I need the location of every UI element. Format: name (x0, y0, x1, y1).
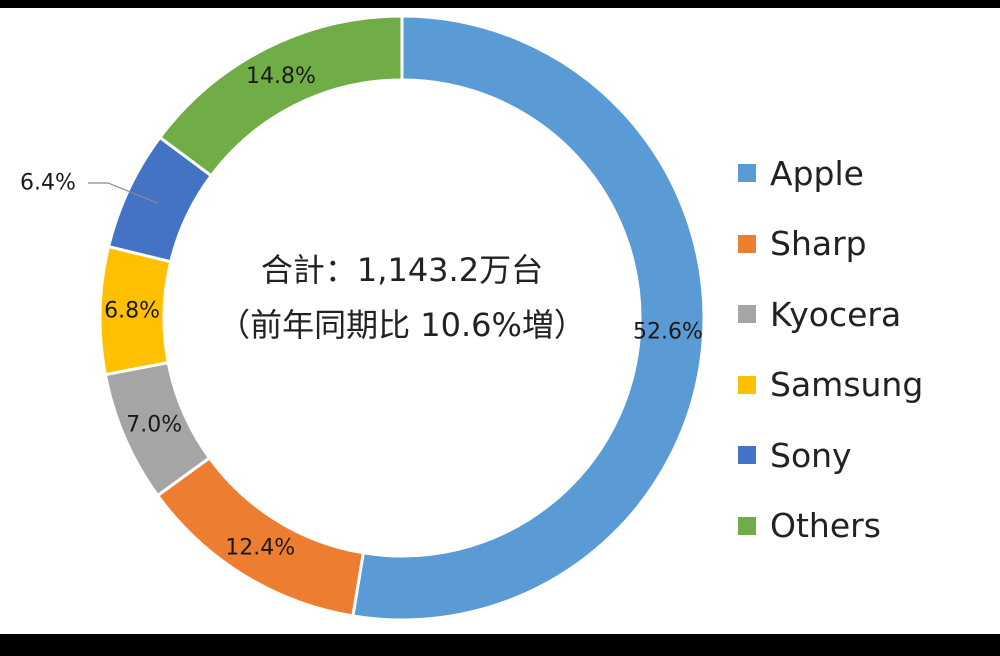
donut-slices (98, 14, 706, 622)
legend-swatch-kyocera (738, 305, 756, 324)
legend-label-samsung: Samsung (770, 365, 924, 405)
legend-label-sony: Sony (770, 435, 852, 475)
legend-item-samsung: Samsung (738, 350, 988, 421)
legend-label-kyocera: Kyocera (770, 294, 902, 334)
legend-swatch-others (738, 516, 756, 535)
slice-others (157, 14, 404, 178)
data-label-sharp: 12.4% (225, 535, 295, 560)
legend-swatch-sharp (738, 234, 756, 253)
legend-item-sony: Sony (738, 420, 988, 491)
donut-chart: 52.6% 12.4% 7.0% 6.8% 6.4% 14.8% 合計：1,143.2万台… (20, 14, 706, 622)
data-label-kyocera: 7.0% (126, 413, 182, 438)
center-total-text: 合計：1,143.2万台 (261, 251, 543, 289)
top-black-bar (0, 0, 1000, 8)
legend-swatch-samsung (738, 375, 756, 394)
legend-item-sharp: Sharp (738, 209, 988, 280)
slice-labels: 52.6% 12.4% 7.0% 6.8% 6.4% 14.8% (20, 64, 703, 560)
center-yoy-text: （前年同期比 10.6%増） (218, 306, 586, 344)
legend-label-apple: Apple (770, 153, 864, 193)
legend-label-others: Others (770, 506, 881, 546)
legend-item-kyocera: Kyocera (738, 279, 988, 350)
bottom-black-bar (0, 634, 1000, 656)
legend-label-sharp: Sharp (770, 224, 867, 264)
data-label-apple: 52.6% (633, 320, 703, 345)
legend-swatch-apple (738, 164, 756, 183)
data-label-samsung: 6.8% (104, 299, 160, 324)
legend-item-others: Others (738, 491, 988, 562)
data-label-others: 14.8% (246, 64, 316, 89)
chart-legend: Apple Sharp Kyocera Samsung Sony Others (738, 138, 988, 561)
data-label-sony: 6.4% (20, 171, 76, 196)
leader-lines (88, 182, 158, 204)
slice-apple (351, 14, 706, 622)
legend-swatch-sony (738, 446, 756, 465)
leader-line-sony (88, 182, 158, 204)
legend-item-apple: Apple (738, 138, 988, 209)
